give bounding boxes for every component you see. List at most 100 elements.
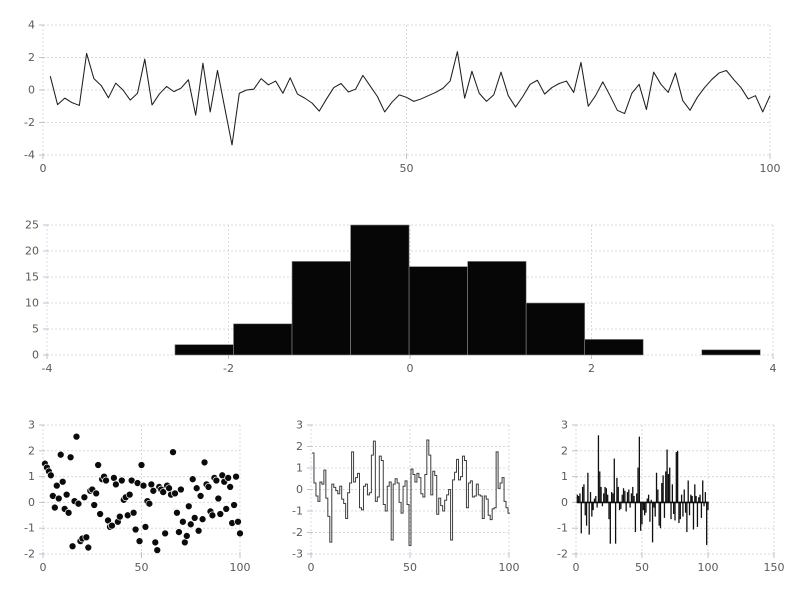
scatter-point — [173, 508, 181, 517]
scatter-point — [135, 537, 144, 545]
scatter-point — [171, 489, 179, 498]
grid — [42, 24, 771, 156]
axis-ticks — [39, 424, 241, 558]
x-tick-label: 0 — [40, 561, 47, 574]
scatter-point — [52, 481, 61, 490]
step-chart: 0 50 100 -3 -2 -1 0 1 2 3 — [292, 419, 519, 575]
x-tick-label: 100 — [499, 561, 520, 574]
y-tick-label: 1 — [28, 470, 35, 483]
y-tick-label: 3 — [28, 419, 35, 432]
scatter-point — [137, 461, 146, 469]
scatter-point — [184, 502, 193, 511]
y-tick-label: 0 — [561, 496, 568, 509]
scatter-point — [145, 499, 154, 508]
y-tick-label: 0 — [28, 496, 35, 509]
axis-tick-labels: 0 50 100 -2 -1 0 1 2 3 — [24, 419, 250, 575]
scatter-point — [64, 508, 73, 517]
scatter-point — [153, 546, 162, 554]
scatter-point — [96, 510, 104, 518]
y-tick-label: -2 — [24, 548, 35, 561]
histogram-bar — [291, 261, 351, 356]
scatter-point — [129, 508, 138, 517]
histogram-bar — [233, 323, 293, 356]
histogram-bar — [350, 224, 410, 356]
histogram-bar — [174, 344, 234, 356]
scatter-point — [94, 461, 103, 469]
scatter-point — [125, 490, 134, 499]
scatter-point — [92, 489, 101, 498]
y-tick-label: 10 — [25, 297, 39, 310]
scatter-point — [234, 517, 242, 526]
axis-tick-labels: 0 50 100 150 -2 -1 0 1 2 3 — [557, 419, 784, 575]
y-tick-label: -2 — [24, 116, 35, 129]
line-chart: 0 50 100 -4 -2 0 2 4 — [24, 19, 780, 176]
scatter-point — [194, 526, 203, 535]
scatter-chart: 0 50 100 -2 -1 0 1 2 3 — [24, 419, 250, 575]
scatter-point — [159, 488, 168, 496]
x-tick-label: -2 — [223, 362, 234, 375]
scatter-point — [84, 543, 93, 552]
scatter-point — [192, 484, 201, 493]
scatter-point — [50, 503, 59, 512]
scatter-point — [139, 481, 148, 490]
scatter-point — [190, 514, 199, 522]
scatter-point — [161, 529, 169, 538]
scatter-point — [230, 501, 238, 509]
scatter-point — [196, 492, 205, 500]
y-tick-label: 1 — [561, 470, 568, 483]
y-tick-label: 1 — [296, 462, 303, 475]
y-tick-label: -3 — [292, 548, 303, 561]
scatter-series — [41, 432, 244, 554]
scatter-point — [182, 532, 191, 540]
scatter-point — [200, 458, 209, 467]
y-tick-label: -1 — [557, 522, 568, 535]
scatter-point — [74, 499, 83, 508]
scatter-point — [68, 542, 77, 551]
x-tick-label: 4 — [770, 362, 777, 375]
scatter-point — [58, 477, 67, 486]
x-tick-label: 100 — [230, 561, 251, 574]
scatter-point — [82, 533, 91, 542]
y-tick-label: 3 — [561, 419, 568, 432]
scatter-point — [180, 538, 189, 547]
step-series-path — [311, 439, 510, 546]
y-tick-label: 20 — [25, 245, 39, 258]
y-tick-label: 15 — [25, 271, 39, 284]
scatter-point — [117, 476, 126, 485]
scatter-point — [151, 538, 160, 547]
scatter-point — [214, 494, 223, 503]
scatter-point — [72, 432, 81, 441]
x-tick-label: 0 — [40, 162, 47, 175]
scatter-point — [141, 523, 150, 531]
scatter-point — [56, 450, 65, 459]
scatter-point — [198, 515, 207, 524]
x-tick-label: 0 — [573, 561, 580, 574]
x-tick-label: 50 — [400, 162, 414, 175]
x-tick-label: 150 — [764, 561, 785, 574]
y-tick-label: 0 — [28, 84, 35, 97]
scatter-point — [112, 480, 120, 489]
histogram-bar — [701, 349, 761, 356]
y-tick-label: -1 — [24, 522, 35, 535]
axis-tick-labels: 0 50 100 -4 -2 0 2 4 — [24, 19, 780, 176]
scatter-point — [232, 472, 240, 481]
y-tick-label: 2 — [28, 444, 35, 457]
x-tick-label: -4 — [42, 362, 53, 375]
scatter-point — [188, 475, 197, 484]
axis-ticks — [39, 24, 771, 159]
scatter-point — [236, 529, 244, 538]
y-tick-label: 5 — [32, 323, 39, 336]
grid — [575, 424, 775, 555]
line-series — [49, 51, 771, 146]
scatter-point — [80, 493, 89, 502]
scatter-point — [54, 494, 63, 503]
line-series-path — [49, 51, 771, 146]
x-tick-label: 50 — [403, 561, 417, 574]
scatter-point — [204, 483, 213, 491]
scatter-point — [102, 476, 110, 485]
scatter-point — [179, 517, 187, 526]
y-tick-label: 0 — [32, 349, 39, 362]
scatter-point — [66, 453, 75, 462]
scatter-point — [169, 448, 177, 456]
